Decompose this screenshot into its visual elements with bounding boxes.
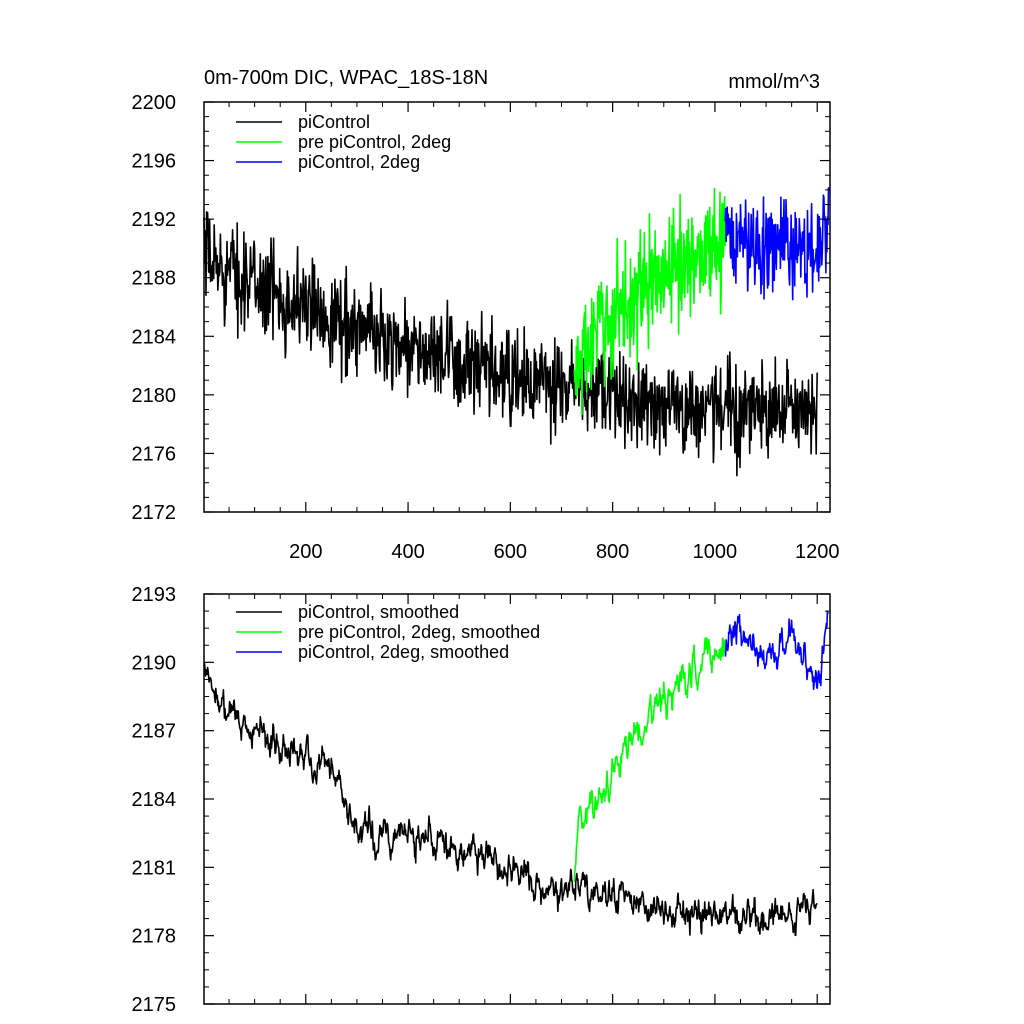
legend-label-pre-picontrol-2deg: pre piControl, 2deg (298, 132, 451, 152)
series-line-picontrol-2deg (724, 187, 830, 301)
x-tick-label: 800 (596, 541, 629, 563)
legend-label-picontrol-2deg-smoothed: piControl, 2deg, smoothed (298, 642, 509, 662)
y-tick-label: 2184 (132, 326, 177, 348)
x-tick-label: 200 (289, 541, 322, 563)
y-tick-label: 2176 (132, 443, 177, 465)
y-tick-label: 2180 (132, 385, 177, 407)
y-tick-label: 2196 (132, 151, 177, 173)
y-tick-label: 2192 (132, 209, 177, 231)
x-tick-label: 1000 (693, 541, 738, 563)
series-line-picontrol-smoothed (203, 662, 818, 937)
y-tick-label: 2187 (132, 721, 177, 743)
x-tick-label: 400 (391, 541, 424, 563)
y-tick-label: 2172 (132, 502, 177, 524)
y-tick-label: 2190 (132, 652, 177, 674)
legend-label-picontrol-smoothed: piControl, smoothed (298, 602, 459, 622)
x-tick-label: 600 (494, 541, 527, 563)
series-line-pre-picontrol-2deg (573, 187, 726, 416)
y-tick-label: 2193 (132, 584, 177, 606)
top-panel: 0m-700m DIC, WPAC_18S-18N mmol/m^3 2172 2… (132, 67, 840, 563)
legend-label-picontrol-2deg: piControl, 2deg (298, 152, 420, 172)
legend-label-picontrol: piControl (298, 112, 370, 132)
bottom-panel: 2175 2178 2181 2184 2187 2190 2193 piControl, … (132, 584, 831, 1016)
legend-label-pre-picontrol-2deg-smoothed: pre piControl, 2deg, smoothed (298, 622, 540, 642)
y-tick-label: 2184 (132, 789, 177, 811)
chart-title: 0m-700m DIC, WPAC_18S-18N (204, 67, 488, 89)
series-line-picontrol (203, 211, 818, 477)
x-tick-label: 1200 (795, 541, 840, 563)
units-label: mmol/m^3 (728, 71, 820, 93)
series-line-picontrol-2deg-smoothed (724, 610, 829, 691)
y-tick-label: 2178 (132, 926, 177, 948)
y-tick-label: 2200 (132, 92, 177, 114)
series-line-pre-picontrol-2deg-smoothed (573, 637, 726, 883)
y-tick-label: 2188 (132, 268, 177, 290)
y-tick-label: 2181 (132, 857, 177, 879)
y-tick-label: 2175 (132, 994, 177, 1016)
